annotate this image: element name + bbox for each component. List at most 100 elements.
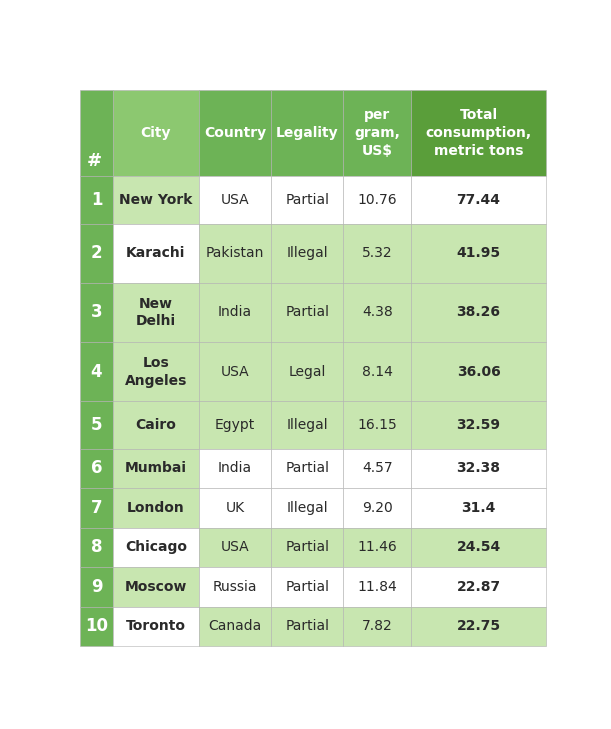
- Text: 7: 7: [90, 499, 102, 517]
- Text: 16.15: 16.15: [357, 418, 397, 432]
- Bar: [343, 342, 411, 401]
- Text: per
gram,
US$: per gram, US$: [354, 109, 400, 158]
- Bar: [80, 342, 113, 401]
- Text: 31.4: 31.4: [461, 501, 496, 515]
- Text: 11.46: 11.46: [357, 540, 397, 554]
- Text: Illegal: Illegal: [287, 501, 328, 515]
- Text: 22.75: 22.75: [456, 619, 500, 634]
- Bar: [271, 607, 343, 646]
- Bar: [80, 224, 113, 283]
- Bar: [113, 488, 199, 528]
- Text: 32.59: 32.59: [456, 418, 500, 432]
- Bar: [271, 567, 343, 607]
- Text: Legal: Legal: [288, 364, 326, 378]
- Bar: [199, 401, 271, 449]
- Bar: [80, 488, 113, 528]
- Text: 5.32: 5.32: [362, 246, 392, 260]
- Bar: [113, 90, 199, 176]
- Text: 36.06: 36.06: [456, 364, 500, 378]
- Bar: [199, 567, 271, 607]
- Text: 38.26: 38.26: [456, 305, 500, 319]
- Text: 1: 1: [90, 191, 102, 209]
- Text: 4.38: 4.38: [362, 305, 393, 319]
- Text: London: London: [127, 501, 185, 515]
- Bar: [80, 449, 113, 488]
- Bar: [199, 449, 271, 488]
- Bar: [271, 176, 343, 224]
- Text: India: India: [218, 305, 252, 319]
- Bar: [271, 488, 343, 528]
- Text: USA: USA: [221, 193, 249, 207]
- Text: 10.76: 10.76: [357, 193, 397, 207]
- Bar: [411, 488, 546, 528]
- Bar: [271, 401, 343, 449]
- Bar: [80, 90, 113, 176]
- Bar: [411, 401, 546, 449]
- Bar: [271, 449, 343, 488]
- Text: 9.20: 9.20: [362, 501, 393, 515]
- Text: UK: UK: [225, 501, 244, 515]
- Text: Partial: Partial: [285, 540, 329, 554]
- Bar: [199, 283, 271, 342]
- Bar: [411, 449, 546, 488]
- Text: Partial: Partial: [285, 193, 329, 207]
- Bar: [199, 90, 271, 176]
- Bar: [113, 528, 199, 567]
- Text: Country: Country: [204, 126, 266, 140]
- Text: Legality: Legality: [276, 126, 338, 140]
- Bar: [80, 176, 113, 224]
- Bar: [343, 283, 411, 342]
- Bar: [343, 488, 411, 528]
- Text: Toronto: Toronto: [126, 619, 186, 634]
- Text: New
Delhi: New Delhi: [136, 297, 176, 328]
- Bar: [113, 567, 199, 607]
- Text: Pakistan: Pakistan: [206, 246, 265, 260]
- Bar: [80, 528, 113, 567]
- Bar: [271, 283, 343, 342]
- Text: 11.84: 11.84: [357, 580, 397, 594]
- Bar: [411, 90, 546, 176]
- Text: 3: 3: [90, 303, 102, 321]
- Bar: [271, 342, 343, 401]
- Bar: [271, 224, 343, 283]
- Text: Los
Angeles: Los Angeles: [125, 356, 187, 388]
- Text: 10: 10: [85, 617, 108, 635]
- Text: 2: 2: [90, 244, 102, 262]
- Bar: [343, 224, 411, 283]
- Bar: [80, 283, 113, 342]
- Bar: [199, 607, 271, 646]
- Text: 7.82: 7.82: [362, 619, 393, 634]
- Text: 8.14: 8.14: [362, 364, 393, 378]
- Bar: [343, 176, 411, 224]
- Text: 4: 4: [90, 362, 102, 381]
- Bar: [271, 528, 343, 567]
- Bar: [80, 607, 113, 646]
- Bar: [113, 401, 199, 449]
- Bar: [199, 224, 271, 283]
- Bar: [411, 607, 546, 646]
- Text: Karachi: Karachi: [126, 246, 186, 260]
- Text: Chicago: Chicago: [125, 540, 187, 554]
- Text: Illegal: Illegal: [287, 418, 328, 432]
- Text: 4.57: 4.57: [362, 461, 392, 475]
- Bar: [411, 528, 546, 567]
- Text: 41.95: 41.95: [456, 246, 500, 260]
- Text: 77.44: 77.44: [456, 193, 500, 207]
- Text: New York: New York: [119, 193, 192, 207]
- Bar: [199, 528, 271, 567]
- Text: Partial: Partial: [285, 619, 329, 634]
- Text: Moscow: Moscow: [125, 580, 187, 594]
- Text: Mumbai: Mumbai: [125, 461, 187, 475]
- Bar: [343, 401, 411, 449]
- Bar: [343, 528, 411, 567]
- Bar: [113, 607, 199, 646]
- Text: Partial: Partial: [285, 580, 329, 594]
- Text: Illegal: Illegal: [287, 246, 328, 260]
- Bar: [343, 567, 411, 607]
- Bar: [411, 283, 546, 342]
- Text: Egypt: Egypt: [215, 418, 255, 432]
- Text: 32.38: 32.38: [456, 461, 500, 475]
- Bar: [343, 607, 411, 646]
- Text: Partial: Partial: [285, 461, 329, 475]
- Bar: [411, 224, 546, 283]
